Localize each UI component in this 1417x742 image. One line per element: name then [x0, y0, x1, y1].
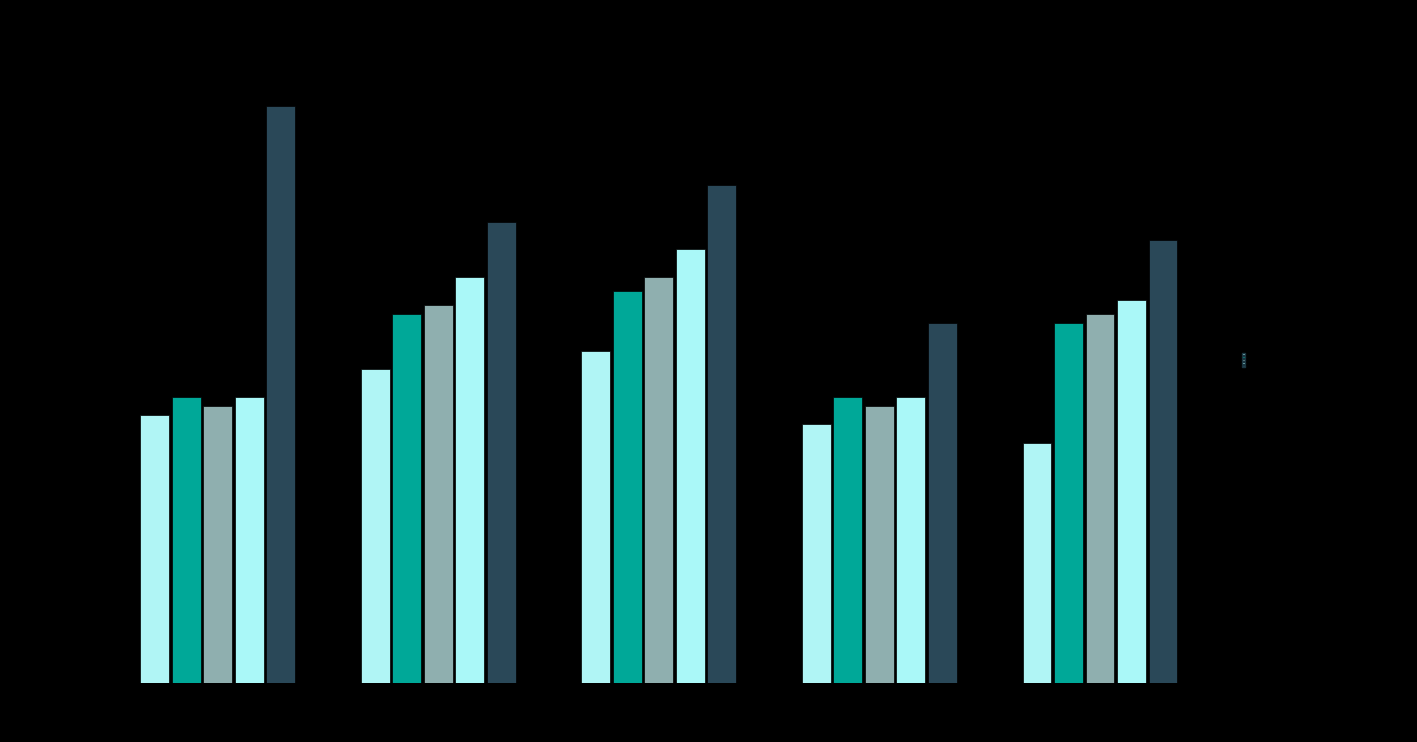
Bar [581, 351, 611, 683]
Bar [266, 106, 295, 683]
Bar [614, 291, 642, 683]
Bar [487, 222, 516, 683]
Bar [833, 397, 863, 683]
Bar [1117, 300, 1146, 683]
Bar [1085, 314, 1114, 683]
Bar [1149, 240, 1178, 683]
Bar [802, 424, 830, 683]
Bar [928, 323, 956, 683]
Bar [676, 249, 704, 683]
Bar [455, 277, 485, 683]
Legend: , , , , : , , , , [1241, 352, 1247, 368]
Bar [645, 277, 673, 683]
Bar [393, 314, 421, 683]
Bar [235, 397, 264, 683]
Bar [204, 406, 232, 683]
Bar [1054, 323, 1083, 683]
Bar [140, 416, 169, 683]
Bar [707, 185, 737, 683]
Bar [171, 397, 201, 683]
Bar [897, 397, 925, 683]
Bar [361, 369, 390, 683]
Bar [864, 406, 894, 683]
Bar [1023, 443, 1051, 683]
Bar [424, 304, 453, 683]
